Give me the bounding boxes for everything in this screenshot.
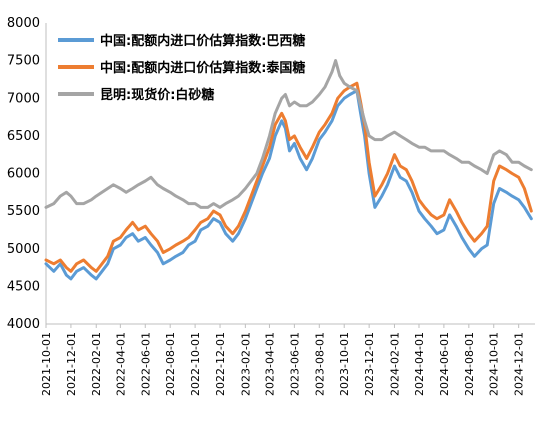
x-tick-label: 2023-04-01 xyxy=(263,332,276,396)
x-tick-label: 2022-06-01 xyxy=(139,332,152,396)
series-line-2 xyxy=(44,81,533,273)
legend: 中国:配额内进口价估算指数:巴西糖中国:配额内进口价估算指数:泰国糖昆明:现货价… xyxy=(58,33,305,103)
legend-label-1: 中国:配额内进口价估算指数:巴西糖 xyxy=(100,33,305,49)
x-tick-label: 2023-02-01 xyxy=(239,332,252,396)
x-tick-label: 2024-12-01 xyxy=(513,332,526,396)
x-tick-label: 2022-02-01 xyxy=(90,332,103,396)
x-tick-label: 2023-10-01 xyxy=(338,332,351,396)
x-tick-label: 2024-04-01 xyxy=(413,332,426,396)
series-layer xyxy=(44,59,533,281)
legend-label-2: 中国:配额内进口价估算指数:泰国糖 xyxy=(100,60,305,76)
y-tick-label: 4000 xyxy=(7,317,40,332)
y-tick-label: 5000 xyxy=(7,242,40,257)
x-tick-label: 2023-06-01 xyxy=(288,332,301,396)
legend-label-3: 昆明:现货价:白砂糖 xyxy=(100,87,214,103)
x-tick-label: 2022-10-01 xyxy=(189,332,202,396)
x-tick-label: 2024-06-01 xyxy=(438,332,451,396)
y-tick-label: 6000 xyxy=(7,167,40,182)
x-tick-label: 2022-04-01 xyxy=(114,332,127,396)
series-line-1 xyxy=(44,89,533,281)
y-tick-label: 7500 xyxy=(7,54,40,69)
x-tick-label: 2023-12-01 xyxy=(363,332,376,396)
axes: 4000 4500 5000 5500 6000 6500 7000 7500 8000 2021… xyxy=(7,16,535,396)
x-tick-label: 2022-08-01 xyxy=(164,332,177,396)
y-tick-label: 5500 xyxy=(7,204,40,219)
series-line-3 xyxy=(44,59,533,209)
x-tick-label: 2024-08-01 xyxy=(463,332,476,396)
x-tick-label: 2022-12-01 xyxy=(214,332,227,396)
y-tick-label: 6500 xyxy=(7,129,40,144)
x-tick-label: 2024-02-01 xyxy=(388,332,401,396)
x-tick-label: 2024-10-01 xyxy=(488,332,501,396)
y-tick-label: 7000 xyxy=(7,91,40,106)
x-tick-label: 2021-12-01 xyxy=(65,332,78,396)
x-tick-label: 2023-08-01 xyxy=(313,332,326,396)
x-tick-label: 2021-10-01 xyxy=(40,332,53,396)
y-tick-label: 8000 xyxy=(7,16,40,31)
y-tick-label: 4500 xyxy=(7,279,40,294)
